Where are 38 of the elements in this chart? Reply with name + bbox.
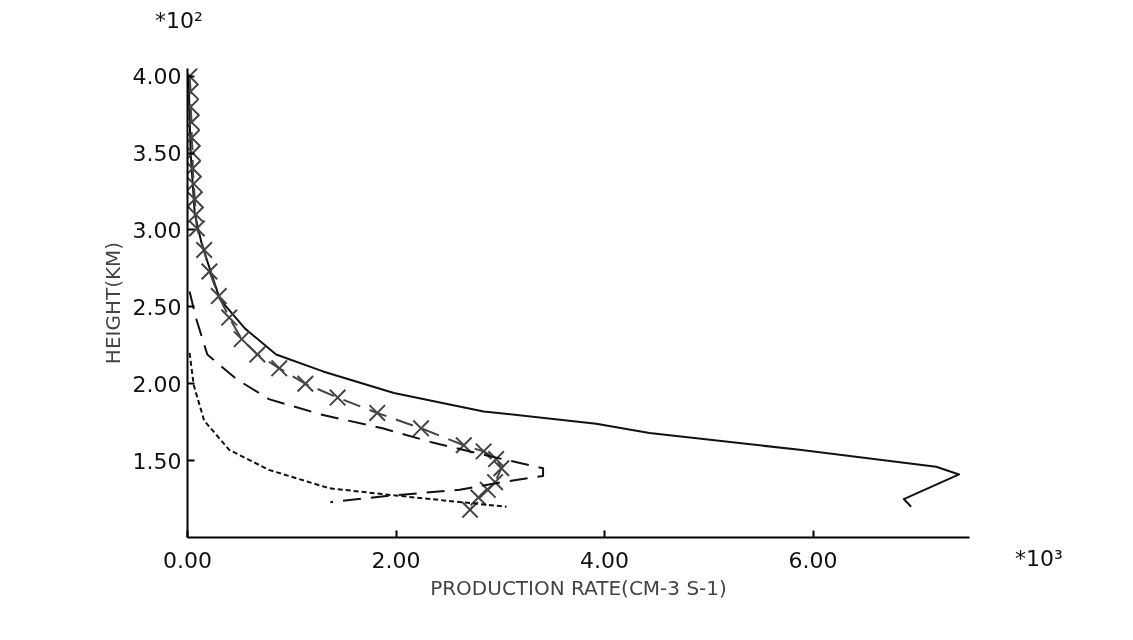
point (187, 175, 203, 193)
y-tick-label: 4.00 (132, 64, 182, 90)
y-tick-label: 1.50 (132, 448, 182, 474)
point (188, 219, 206, 238)
y-tick-label: 2.00 (132, 371, 182, 397)
point (469, 488, 488, 507)
point (187, 190, 204, 208)
point (461, 501, 479, 519)
point (479, 481, 497, 499)
x-tick-label: 4.00 (580, 547, 630, 573)
point (328, 388, 347, 407)
point (474, 442, 493, 461)
point (487, 450, 505, 468)
point (486, 473, 504, 491)
line-series (188, 290, 545, 504)
point (270, 359, 289, 378)
x-axis-title: PRODUCTION RATE(CM-3 S-1) (430, 575, 727, 600)
y-axis-title: HEIGHT(KM) (100, 241, 125, 365)
y-tick-label: 3.50 (132, 141, 182, 167)
point (200, 262, 219, 281)
point (210, 287, 228, 305)
point (187, 205, 205, 224)
point (248, 345, 267, 364)
point (296, 374, 315, 393)
point (195, 241, 213, 259)
y-tick-label: 3.00 (132, 217, 182, 243)
point (455, 436, 473, 455)
x-tick-label: 6.00 (788, 547, 838, 573)
x-tick-label: 0.00 (163, 547, 212, 573)
point (368, 404, 387, 422)
point (232, 330, 251, 348)
point (492, 459, 511, 478)
point (412, 419, 430, 438)
text: *10² (155, 7, 203, 35)
y-tick-label: 2.50 (132, 294, 182, 320)
text: *10³ (1015, 545, 1063, 573)
point (220, 308, 238, 327)
x-tick-label: 2.00 (371, 547, 421, 573)
